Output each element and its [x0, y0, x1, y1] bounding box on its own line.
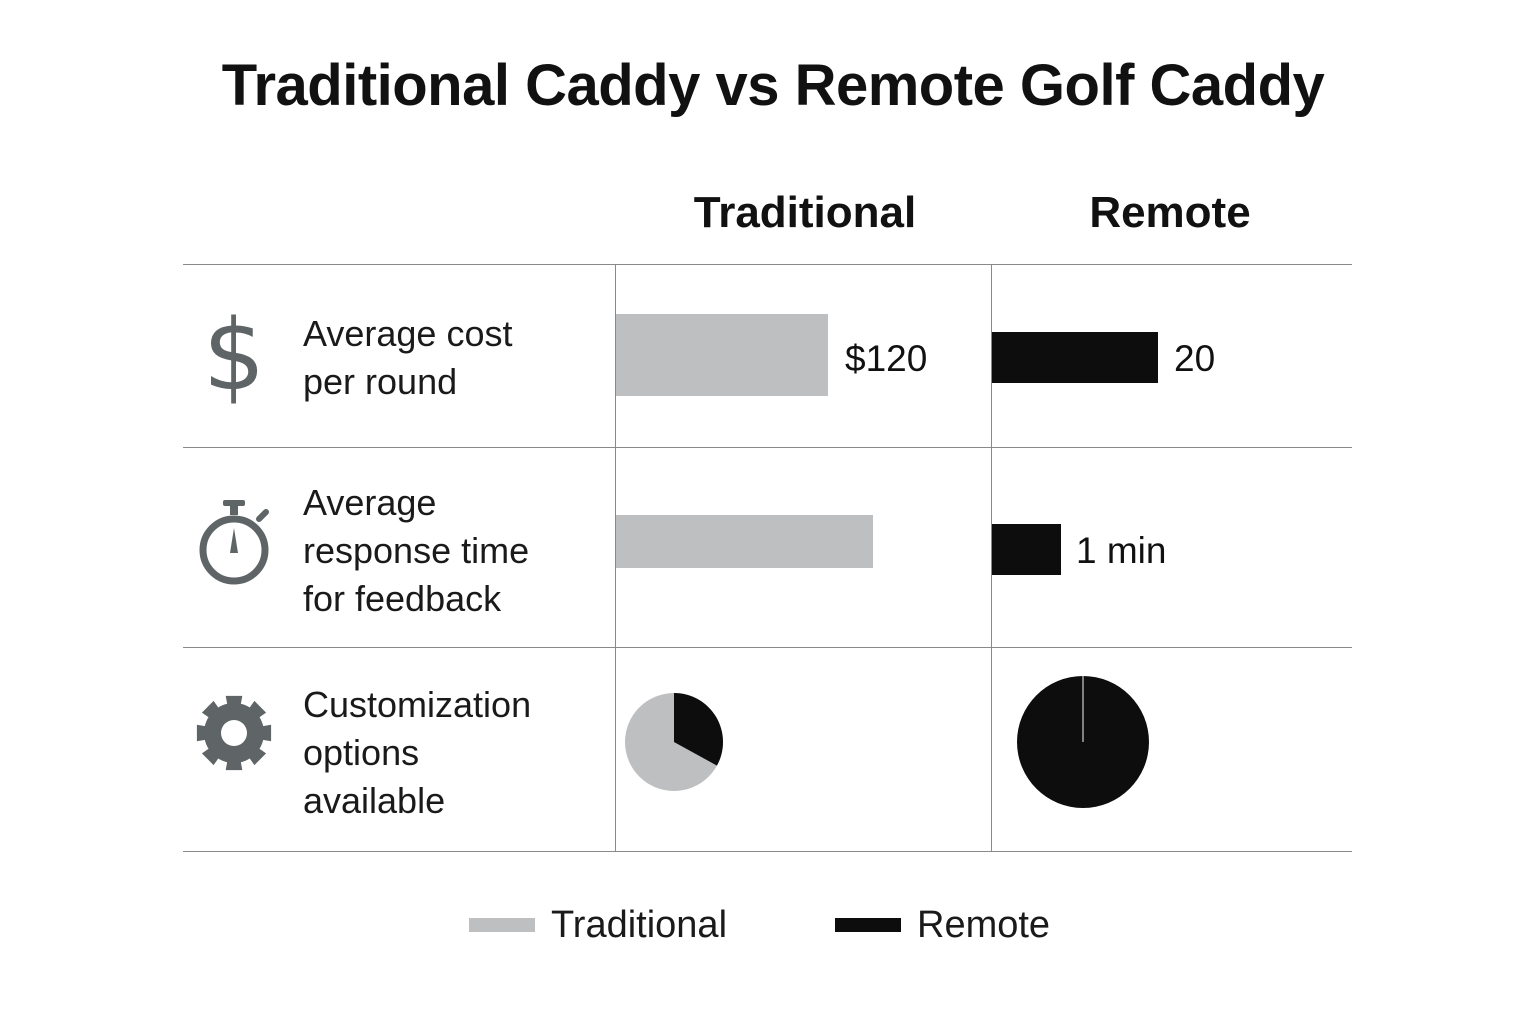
legend-label-traditional: Traditional: [551, 903, 728, 946]
legend-item-traditional: Traditional: [469, 900, 727, 950]
bar-remote-response-time: [992, 524, 1061, 575]
legend-item-remote: Remote: [835, 900, 1050, 950]
column-header-remote: Remote: [1089, 188, 1251, 237]
stopwatch-icon: [190, 495, 280, 595]
gear-icon: [190, 683, 280, 783]
row-label-line: per round: [303, 361, 458, 402]
pie-slice-dark: [674, 693, 723, 766]
chart-title: Traditional Caddy vs Remote Golf Caddy: [221, 53, 1325, 118]
pie-traditional-customization: [625, 693, 723, 791]
legend-swatch-remote: [835, 918, 901, 932]
row-label-line: Average: [303, 482, 437, 523]
row-label-line: available: [303, 780, 446, 821]
row-label-line: options: [303, 732, 420, 773]
row-label-response-time: Average response time for feedback: [303, 479, 529, 623]
table-divider-row-2: [183, 647, 1352, 648]
bar-traditional-cost: [616, 314, 828, 396]
dollar-sign-icon: $: [190, 299, 280, 413]
table-divider-bottom: [183, 851, 1352, 852]
row-label-line: Average cost: [303, 313, 513, 354]
value-label-remote-cost: 20: [1174, 338, 1216, 379]
table-divider-top: [183, 264, 1352, 265]
legend-label-remote: Remote: [917, 903, 1051, 946]
value-label-traditional-cost: $120: [845, 338, 928, 379]
bar-traditional-response-time: [616, 515, 873, 568]
row-label-customization: Customization options available: [303, 681, 531, 825]
bar-remote-cost: [992, 332, 1158, 383]
row-label-cost: Average cost per round: [303, 310, 512, 406]
pie-remote-customization: [1017, 676, 1149, 808]
row-label-line: for feedback: [303, 578, 502, 619]
column-divider-traditional: [991, 265, 992, 852]
value-label-remote-response-time: 1 min: [1076, 530, 1167, 571]
svg-text:$: $: [203, 306, 265, 406]
column-header-traditional: Traditional: [693, 188, 917, 237]
row-label-line: response time: [303, 530, 530, 571]
column-divider-label: [615, 265, 616, 852]
table-divider-row-1: [183, 447, 1352, 448]
row-label-line: Customization: [303, 684, 532, 725]
legend-swatch-traditional: [469, 918, 535, 932]
